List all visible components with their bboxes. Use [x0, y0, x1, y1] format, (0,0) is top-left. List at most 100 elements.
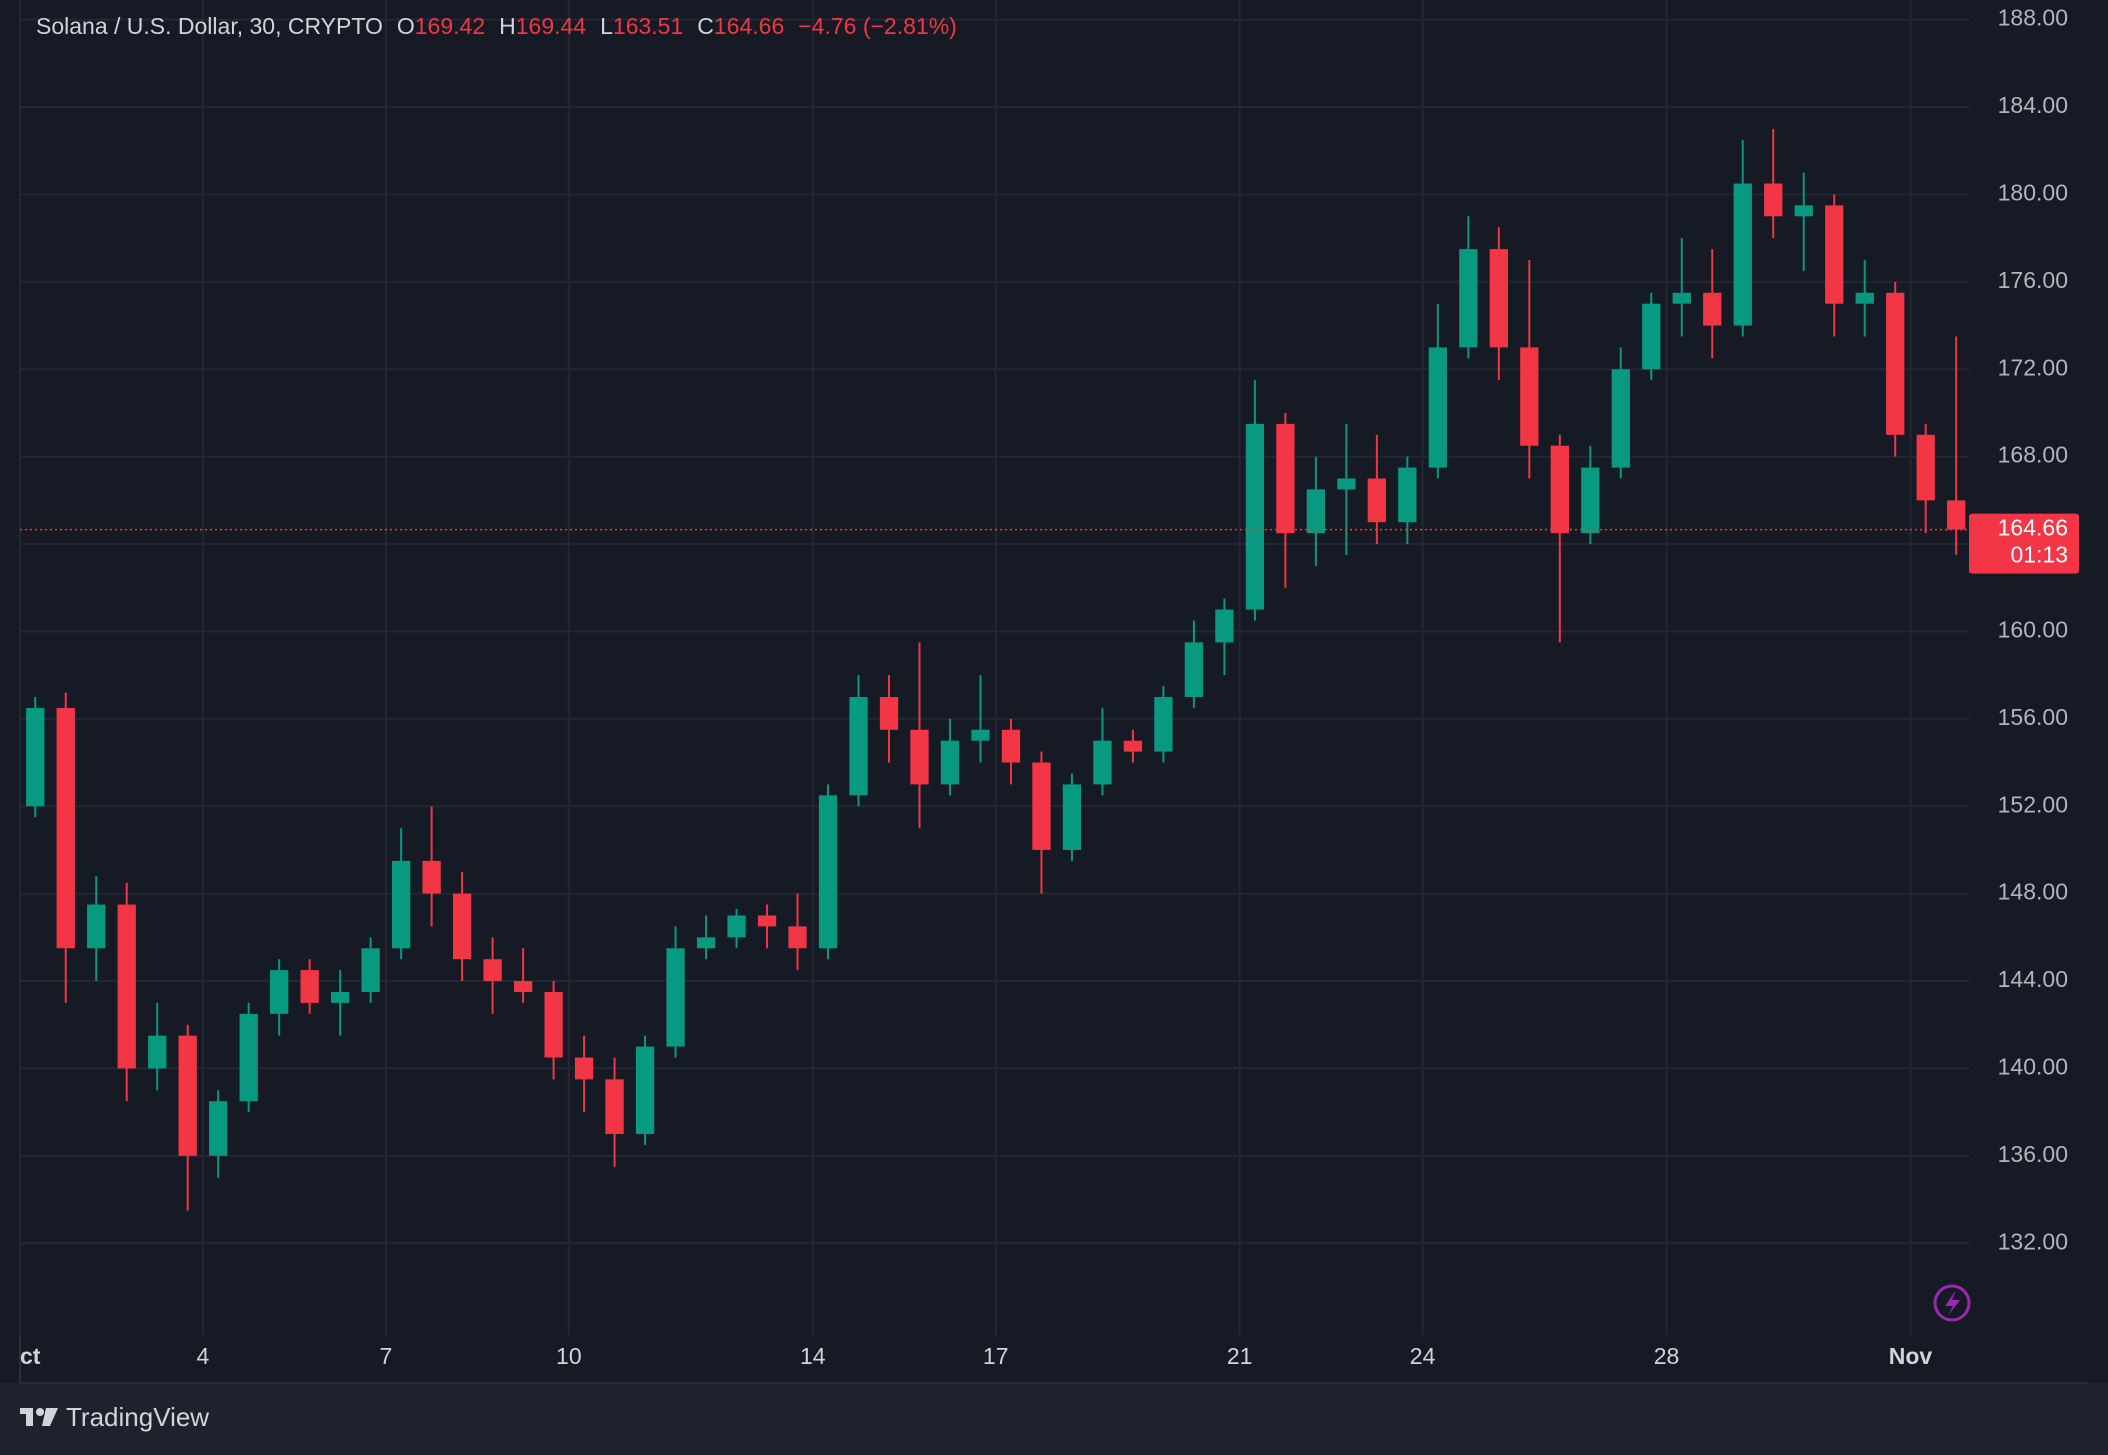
y-tick-label: 180.00 [1998, 180, 2068, 206]
candle-body [1733, 183, 1752, 326]
x-tick-label: ct [20, 1343, 41, 1369]
candle-body [1703, 292, 1722, 326]
y-tick-label: 136.00 [1998, 1141, 2068, 1167]
legend-ohlc-value: 169.42 [415, 13, 485, 39]
candle-body [574, 1057, 594, 1080]
candle-body [148, 1035, 167, 1069]
candle-body [1306, 489, 1326, 534]
candle-body [1886, 292, 1905, 435]
candle-body [727, 915, 746, 938]
legend-ohlc-label: O [397, 13, 415, 39]
candle-body [1062, 784, 1082, 850]
candle-body [1001, 729, 1021, 763]
candle-body [1642, 303, 1661, 370]
y-tick-label: 132.00 [1998, 1228, 2068, 1254]
candle-body [422, 860, 441, 894]
candle-body [1916, 434, 1935, 501]
candle-body [1428, 347, 1447, 468]
candle-body [331, 991, 350, 1003]
legend-change: −4.76 (−2.81%) [798, 13, 957, 39]
candle-body [544, 991, 563, 1058]
candle-body [117, 904, 136, 1069]
candle-body [391, 860, 411, 949]
candle-body [270, 970, 289, 1014]
x-tick-label: 10 [556, 1343, 582, 1369]
y-tick-label: 148.00 [1998, 879, 2068, 905]
candle-body [1581, 467, 1600, 534]
y-tick-label: 140.00 [1998, 1054, 2068, 1080]
x-tick-label: 21 [1227, 1343, 1253, 1369]
legend-ohlc-value: 163.51 [613, 13, 683, 39]
candle-body [1550, 445, 1569, 534]
candle-body [1855, 292, 1874, 304]
legend-ohlc-label: L [600, 13, 613, 39]
candle-body [1276, 423, 1295, 534]
legend-ohlc-label: C [697, 13, 714, 39]
candle-body [1123, 740, 1143, 752]
candle-body [1611, 369, 1630, 468]
brand: TradingView [66, 1402, 209, 1432]
candle-body [788, 926, 807, 949]
candle-body [209, 1101, 228, 1156]
candle-body [1764, 183, 1783, 217]
legend-title: Solana / U.S. Dollar, 30, CRYPTO [36, 13, 383, 39]
y-tick-label: 160.00 [1998, 617, 2068, 643]
x-tick-label: 14 [800, 1343, 826, 1369]
candle-body [757, 915, 777, 927]
candle-body [361, 948, 380, 992]
candle-body [1215, 609, 1234, 643]
candle-body [1520, 347, 1539, 446]
y-tick-label: 188.00 [1998, 5, 2068, 31]
candle-body [239, 1013, 258, 1102]
legend-ohlc-label: H [499, 13, 516, 39]
legend-ohlc-value: 169.44 [516, 13, 587, 39]
brand-logo [20, 1408, 58, 1426]
candle-body [300, 970, 319, 1003]
candle-body [1245, 423, 1265, 610]
candle-body [1794, 205, 1813, 217]
y-tick-label: 168.00 [1998, 442, 2068, 468]
candle-body [1032, 762, 1051, 850]
candle-body [1459, 249, 1478, 348]
price-label-box [1969, 513, 2079, 574]
lightning-icon [1933, 1284, 1971, 1322]
x-tick-label: Nov [1889, 1343, 1933, 1369]
x-tick-label: 24 [1410, 1343, 1436, 1369]
candle-body [56, 707, 75, 949]
candle-body [1093, 740, 1112, 785]
y-tick-label: 172.00 [1998, 354, 2068, 380]
y-tick-label: 176.00 [1998, 267, 2068, 293]
candle-body [87, 904, 106, 949]
price-label: 164.66 [1998, 515, 2068, 541]
y-tick-label: 144.00 [1998, 966, 2068, 992]
countdown: 01:13 [2010, 542, 2068, 568]
legend-ohlc-value: 164.66 [714, 13, 784, 39]
candle-body [910, 729, 929, 785]
candle-body [666, 948, 685, 1047]
y-tick-label: 184.00 [1998, 92, 2068, 118]
candle-body [879, 696, 899, 730]
candle-body [452, 893, 472, 960]
candle-body [178, 1035, 197, 1156]
candle-body [1337, 478, 1356, 490]
candle-body [1367, 478, 1387, 523]
x-tick-label: 17 [983, 1343, 1009, 1369]
x-tick-label: 4 [197, 1343, 210, 1369]
candle-body [696, 937, 716, 949]
legend: Solana / U.S. Dollar, 30, CRYPTO O169.42 H… [36, 13, 957, 39]
x-tick-label: 7 [379, 1343, 392, 1369]
candle-body [940, 740, 960, 785]
candle-body [849, 696, 868, 796]
footer-bar [0, 1383, 2108, 1455]
candle-body [1184, 642, 1204, 697]
candle-body [1672, 292, 1691, 304]
candle-body [1489, 249, 1508, 348]
candle-body [26, 707, 45, 807]
y-tick-label: 152.00 [1998, 791, 2068, 817]
candle-body [1154, 696, 1173, 752]
candle-body [513, 981, 533, 992]
candle-body [635, 1046, 655, 1134]
candle-body [1398, 467, 1417, 523]
